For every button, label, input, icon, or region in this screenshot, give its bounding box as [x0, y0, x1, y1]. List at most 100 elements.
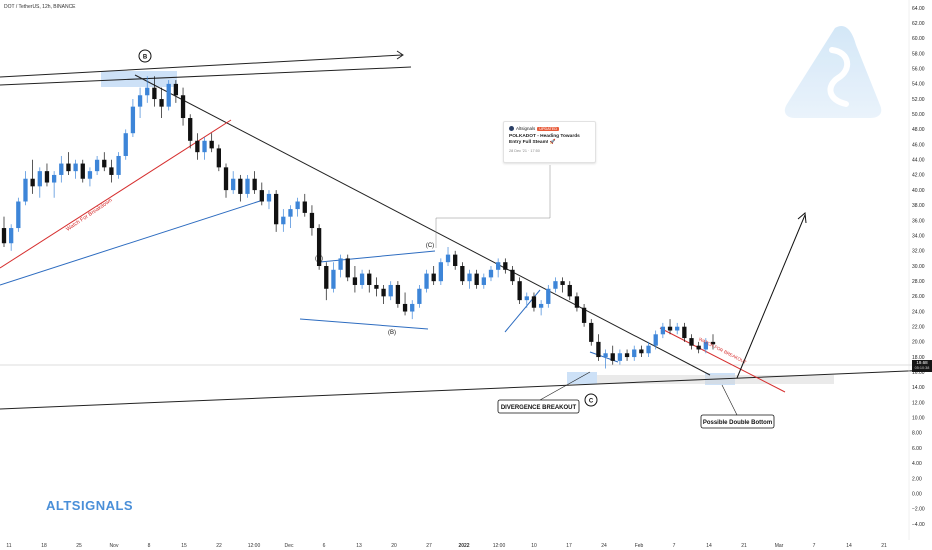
candle-down: [152, 87, 157, 100]
x-tick-label: 12:00: [493, 543, 506, 549]
candle-up: [417, 288, 422, 304]
y-tick-label: 36.00: [912, 218, 925, 224]
projection-arrow-icon: [797, 211, 807, 224]
candle-up: [538, 303, 544, 308]
y-tick-label: 0.00: [912, 491, 922, 497]
candle-down: [589, 322, 594, 342]
candle-down: [567, 284, 572, 297]
abc-upper-line: [319, 250, 436, 263]
candle-up: [51, 174, 57, 183]
x-tick-label: 7: [673, 543, 676, 549]
y-tick-label: 34.00: [912, 233, 925, 239]
candle-down: [460, 266, 465, 282]
news-date: 28 Dec '21 · 17:50: [509, 149, 540, 153]
x-tick-label: Dec: [285, 543, 294, 549]
x-tick-label: 7: [813, 543, 816, 549]
y-tick-label: 50.00: [912, 112, 925, 118]
y-tick-label: 54.00: [912, 82, 925, 88]
candle-down: [273, 193, 279, 225]
x-tick-label: 2022: [458, 543, 469, 549]
abc-lower-line: [299, 318, 429, 330]
candle-down: [596, 341, 601, 358]
x-tick-label: 12:00: [248, 543, 261, 549]
y-tick-label: 26.00: [912, 294, 925, 300]
candle-down: [1, 228, 7, 244]
candle-up: [617, 353, 623, 361]
candle-down: [402, 303, 408, 312]
candle-up: [481, 277, 486, 285]
candle-down: [689, 338, 694, 346]
candle-down: [309, 212, 315, 229]
wave-c-major-marker: [584, 393, 598, 407]
candle-down: [180, 95, 186, 119]
red-breakout-line: [659, 327, 786, 393]
candle-down: [259, 190, 264, 202]
wave-b-major-marker: [138, 49, 152, 63]
candle-up: [123, 133, 128, 156]
x-tick-label: 27: [426, 543, 432, 549]
candle-down: [223, 167, 229, 191]
x-tick-label: 13: [356, 543, 362, 549]
candle-up: [467, 273, 472, 282]
candle-up: [338, 258, 343, 270]
y-tick-label: −2.00: [912, 507, 925, 513]
candle-down: [531, 296, 537, 308]
candle-up: [675, 326, 680, 331]
y-tick-label: 16.00: [912, 370, 925, 376]
candle-up: [87, 171, 93, 179]
news-card[interactable]: Altsignals UPDATED POLKADOT - Heading To…: [503, 121, 596, 163]
blue-support-line: [0, 200, 261, 286]
candle-down: [216, 148, 221, 168]
y-tick-label: 56.00: [912, 67, 925, 73]
candle-up: [16, 201, 21, 229]
candle-up: [166, 83, 171, 107]
y-tick-label: 2.00: [912, 476, 922, 482]
bar-countdown: 05:10:38: [914, 365, 930, 370]
candle-down: [367, 273, 372, 285]
y-tick-label: 46.00: [912, 142, 925, 148]
x-tick-label: 15: [181, 543, 187, 549]
y-tick-label: 6.00: [912, 446, 922, 452]
x-tick-label: 22: [216, 543, 222, 549]
wave-c-major-label: C: [589, 399, 594, 405]
rising-wedge-line: [504, 289, 541, 333]
wave-a-label: (A): [315, 256, 323, 262]
news-headline[interactable]: POLKADOT - Heading Towards Entry Full St…: [509, 134, 580, 145]
candle-down: [302, 201, 307, 213]
x-tick-label: 25: [76, 543, 82, 549]
chart-title: DOT / TetherUS, 12h, BINANCE: [4, 4, 76, 10]
candle-down: [696, 345, 701, 350]
watch-breakdown-label: Watch For Breakdown: [65, 198, 113, 233]
x-tick-label: 20: [391, 543, 397, 549]
candle-up: [424, 273, 429, 289]
candle-up: [73, 163, 78, 172]
candle-up: [660, 326, 666, 335]
candle-down: [195, 140, 200, 153]
y-tick-label: 24.00: [912, 309, 925, 315]
y-tick-label: 18.00: [912, 355, 925, 361]
x-tick-label: 17: [566, 543, 572, 549]
main-downtrend-line: [134, 74, 711, 376]
candle-down: [453, 254, 458, 266]
candle-up: [288, 209, 293, 217]
candle-down: [66, 163, 71, 172]
y-tick-label: 64.00: [912, 6, 925, 12]
candle-down: [316, 228, 322, 266]
candle-down: [80, 163, 85, 179]
altsignals-logo-icon: [784, 25, 882, 118]
candle-up: [632, 349, 637, 358]
candle-down: [682, 326, 687, 339]
candle-down: [238, 178, 243, 194]
y-tick-label: 42.00: [912, 173, 925, 179]
candle-up: [496, 262, 501, 270]
candle-down: [352, 277, 358, 285]
candle-up: [59, 163, 64, 175]
candle-up: [23, 178, 28, 202]
candle-down: [345, 258, 350, 278]
candle-down: [610, 353, 615, 361]
candle-down: [374, 284, 379, 289]
x-tick-label: 14: [846, 543, 852, 549]
candles: [1, 76, 716, 369]
wave-b-minor-label: (B): [388, 330, 396, 336]
